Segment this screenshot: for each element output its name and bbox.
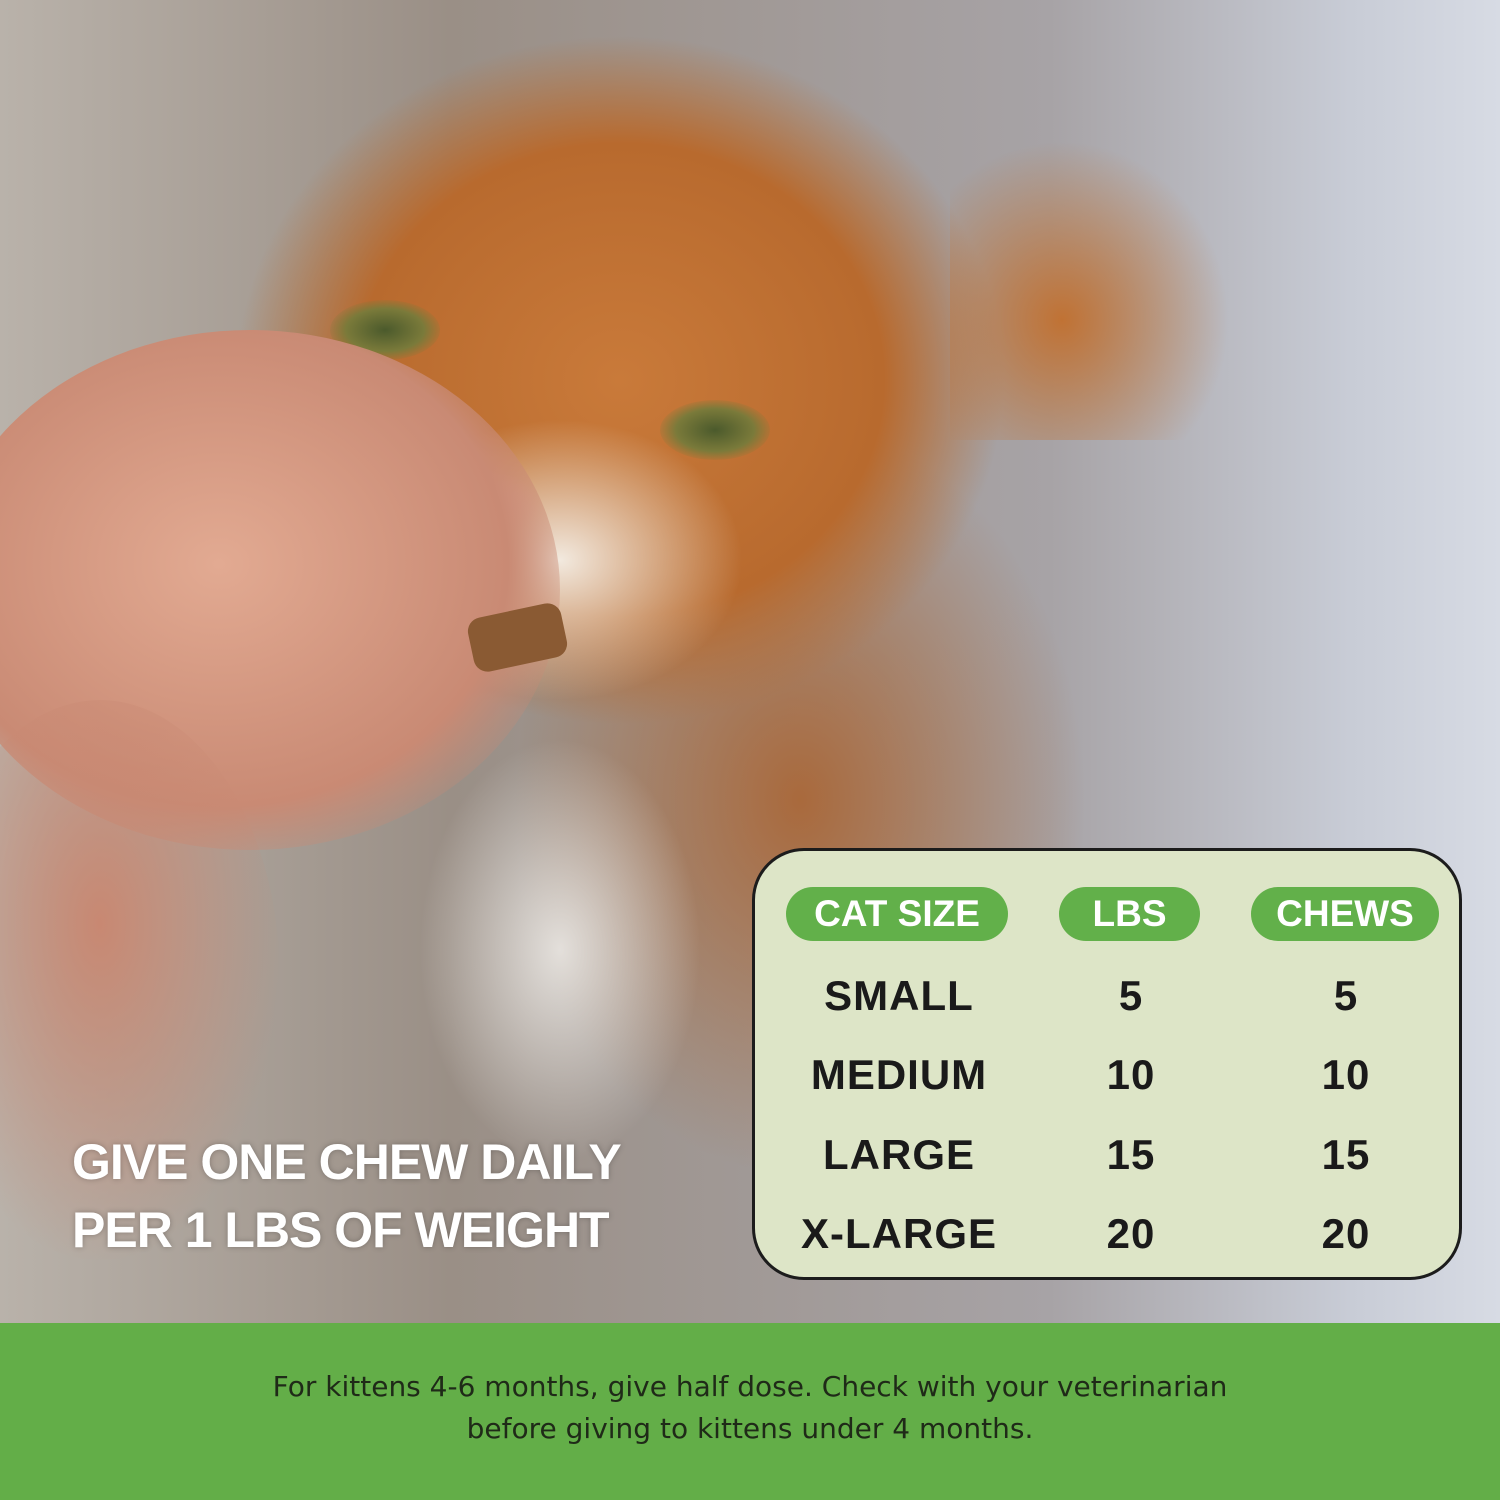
chews-cell: 5 [1333,972,1359,1019]
hand-lower [0,700,280,1260]
lbs-cell: 5 [1118,972,1144,1019]
lbs-cell: 20 [1106,1210,1156,1257]
cat-size-cell: MEDIUM [810,1051,988,1098]
header-chews: CHEWS [1251,887,1439,941]
footer-line-2: before giving to kittens under 4 months. [466,1411,1034,1445]
dosage-headline: GIVE ONE CHEW DAILY PER 1 LBS OF WEIGHT [72,1128,622,1264]
cat-size-cell: LARGE [823,1131,975,1178]
dosage-table: CAT SIZE LBS CHEWS SMALL 5 5 MEDIUM 10 1… [752,848,1462,1280]
cat-ear [950,140,1230,440]
chews-cell: 10 [1321,1051,1371,1098]
lbs-cell: 15 [1106,1131,1156,1178]
cat-eye-right [660,400,770,460]
kitten-dosage-note: For kittens 4-6 months, give half dose. … [0,1323,1500,1500]
headline-line-1: GIVE ONE CHEW DAILY [72,1134,622,1190]
cat-eating-chew-photo [0,0,1500,1323]
lbs-cell: 10 [1106,1051,1156,1098]
cat-size-cell: X-LARGE [801,1210,997,1257]
chews-cell: 15 [1321,1131,1371,1178]
cat-size-cell: SMALL [824,972,974,1019]
chews-cell: 20 [1321,1210,1371,1257]
footer-line-1: For kittens 4-6 months, give half dose. … [272,1369,1228,1403]
header-lbs: LBS [1059,887,1200,941]
headline-line-2: PER 1 LBS OF WEIGHT [72,1202,610,1258]
header-cat-size: CAT SIZE [786,887,1008,941]
